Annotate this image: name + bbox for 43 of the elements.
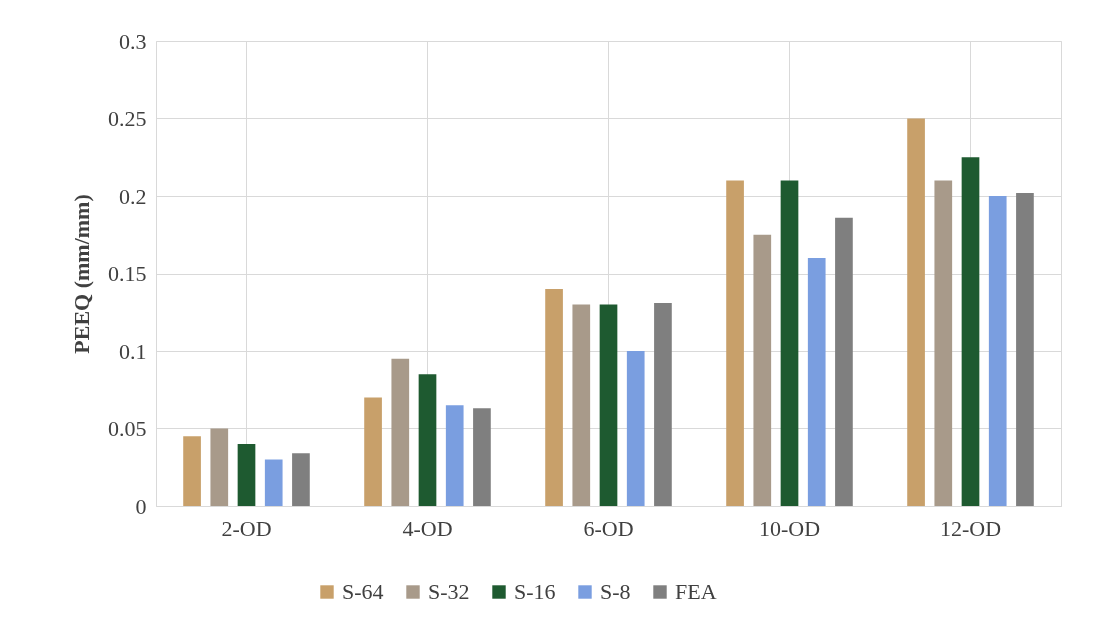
y-tick-label: 0.2	[119, 183, 147, 209]
bar	[391, 358, 410, 506]
x-tick-label: 10-OD	[758, 515, 821, 541]
bar	[599, 304, 618, 506]
bar	[445, 405, 464, 506]
legend-label: S-32	[428, 579, 470, 604]
bar	[807, 258, 826, 506]
bar	[835, 217, 853, 506]
x-tick-label: 4-OD	[402, 515, 453, 541]
x-tick-label: 12-OD	[939, 515, 1002, 541]
x-tick-label: 6-OD	[583, 515, 634, 541]
y-axis-title: PEEQ (mm/mm)	[69, 194, 94, 354]
bar	[654, 302, 672, 506]
bar	[237, 444, 256, 506]
bar	[183, 436, 201, 506]
bar	[961, 157, 980, 506]
bar	[473, 408, 491, 506]
bar	[292, 453, 310, 506]
bar	[418, 374, 437, 506]
bar	[210, 428, 229, 506]
bar	[726, 180, 744, 506]
y-tick-label: 0.3	[119, 28, 147, 54]
y-tick-label: 0	[135, 493, 147, 519]
bar	[626, 351, 645, 506]
bar	[572, 304, 591, 506]
legend-label: S-64	[342, 579, 384, 604]
legend-label: FEA	[675, 579, 717, 604]
y-tick-label: 0.15	[108, 261, 147, 286]
bar	[934, 180, 953, 506]
bar	[907, 118, 925, 506]
y-tick-label: 0.1	[119, 338, 147, 364]
bar	[364, 397, 382, 506]
y-tick-label: 0.25	[108, 106, 147, 131]
bar	[545, 289, 563, 506]
bar	[264, 459, 283, 506]
bar	[780, 180, 799, 506]
x-tick-label: 2-OD	[221, 515, 272, 541]
bar	[753, 234, 772, 506]
bar	[1016, 192, 1034, 506]
y-tick-label: 0.05	[108, 416, 147, 441]
bar	[988, 196, 1007, 506]
legend-label: S-8	[600, 579, 631, 604]
legend-label: S-16	[514, 579, 556, 604]
